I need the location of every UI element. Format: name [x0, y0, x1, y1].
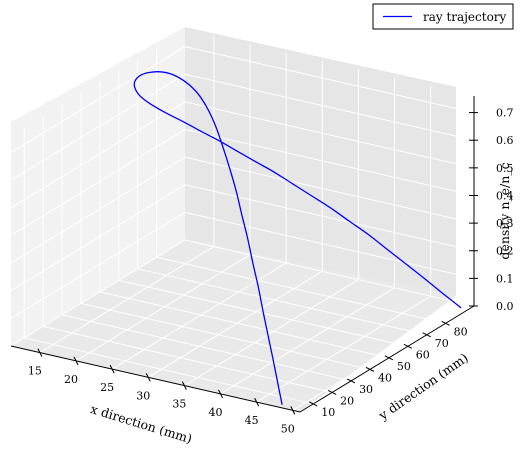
- axis-lines: [10, 96, 475, 413]
- grid-line-z-left: [10, 239, 186, 347]
- x-tick-label: 25: [100, 381, 114, 394]
- pane-back: [185, 27, 456, 296]
- x-tick-label: 20: [64, 373, 78, 386]
- x-tick-mark: [73, 356, 79, 366]
- x-tick-label: 45: [245, 414, 259, 427]
- grid-line-z-left: [10, 211, 186, 319]
- y-tick-mark: [384, 355, 394, 361]
- y-tick-mark: [403, 343, 413, 349]
- y-tick-label: 60: [416, 348, 430, 361]
- x-tick-mark: [109, 364, 115, 374]
- legend: ray trajectory: [372, 3, 514, 30]
- x-tick-mark: [37, 348, 43, 357]
- grid-line-y-floor: [61, 314, 352, 382]
- x-tick-mark: [254, 397, 260, 407]
- tick-labels: 15 20 25 30 35 40 45 50 10 20 30 40 50 60 70 80 0.0 0.1 0.…: [28, 107, 514, 436]
- tick-marks: [37, 112, 478, 415]
- x-tick-label: 30: [136, 389, 150, 402]
- x-tick-label: 40: [209, 406, 223, 419]
- x-tick-label: 15: [28, 365, 42, 378]
- grid-line-x-floor: [292, 303, 468, 411]
- grid-line-z-back: [184, 211, 475, 279]
- grid-line-z-left: [10, 73, 186, 181]
- grid-line-z-back: [184, 156, 475, 224]
- z-tick-label: 0.7: [496, 107, 514, 120]
- y-tick-mark: [346, 378, 356, 384]
- grid-line-x-floor: [184, 279, 359, 387]
- x-tick-label: 50: [281, 422, 295, 435]
- series-layer: [133, 71, 462, 405]
- y-tick-label: 70: [435, 337, 449, 350]
- y-tick-mark: [365, 366, 375, 372]
- grid-line-y-floor: [24, 337, 314, 405]
- z-tick-label: 0.4: [496, 189, 514, 202]
- z-tick-label: 0.3: [496, 217, 514, 230]
- grid-line-z-left: [10, 129, 186, 236]
- z-tick-label: 0.2: [496, 245, 514, 258]
- legend-label: ray trajectory: [423, 10, 507, 24]
- y-tick-mark: [327, 389, 337, 395]
- grid-line-x-floor: [148, 270, 323, 378]
- x-tick-mark: [290, 406, 296, 415]
- x-axis-line: [10, 345, 301, 413]
- y-tick-mark: [309, 401, 318, 407]
- x-tick-mark: [181, 381, 187, 390]
- grid-line-y-floor: [137, 268, 427, 336]
- series-line-ray-trajectory: [133, 71, 462, 405]
- y-tick-mark: [441, 320, 450, 326]
- grid-line-y-floor: [80, 302, 371, 370]
- y-tick-label: 10: [321, 406, 335, 419]
- grid-line-z-left: [10, 184, 186, 292]
- grid-line-x-floor: [256, 295, 431, 403]
- z-tick-label: 0.0: [496, 300, 514, 313]
- grid-line-x-floor: [220, 287, 395, 395]
- grid-line-z-back: [184, 73, 475, 141]
- y-tick-label: 40: [378, 371, 392, 384]
- grid-line-z-back: [184, 239, 475, 307]
- grid-line-y-floor: [43, 325, 333, 393]
- y-tick-label: 30: [359, 383, 373, 396]
- x-tick-mark: [145, 373, 151, 382]
- grid-line-y-floor: [156, 256, 446, 324]
- z-tick-label: 0.1: [496, 272, 514, 285]
- grid-line-x-floor: [75, 254, 251, 362]
- y-tick-mark: [422, 332, 431, 338]
- y-tick-label: 80: [454, 325, 468, 338]
- z-tick-label: 0.6: [496, 134, 514, 147]
- grid-lines: [10, 36, 475, 411]
- y-tick-label: 50: [397, 360, 411, 373]
- z-tick-label: 0.5: [496, 162, 514, 175]
- grid-line-z-back: [184, 128, 475, 196]
- x-tick-label: 35: [172, 398, 186, 411]
- grid-line-z-back: [184, 184, 475, 252]
- grid-line-z-back: [184, 101, 475, 169]
- grid-line-z-left: [10, 156, 186, 264]
- grid-line-z-back: [184, 46, 475, 114]
- z-axis-label: density n_e/n_c: [497, 162, 512, 259]
- grid-line-x-floor: [39, 246, 215, 354]
- grid-line-z-left: [10, 101, 186, 209]
- y-tick-label: 20: [340, 394, 354, 407]
- y-axis-line: [299, 305, 475, 413]
- x-tick-mark: [218, 389, 223, 399]
- grid-line-y-floor: [99, 291, 390, 359]
- grid-line-z-left: [10, 46, 186, 154]
